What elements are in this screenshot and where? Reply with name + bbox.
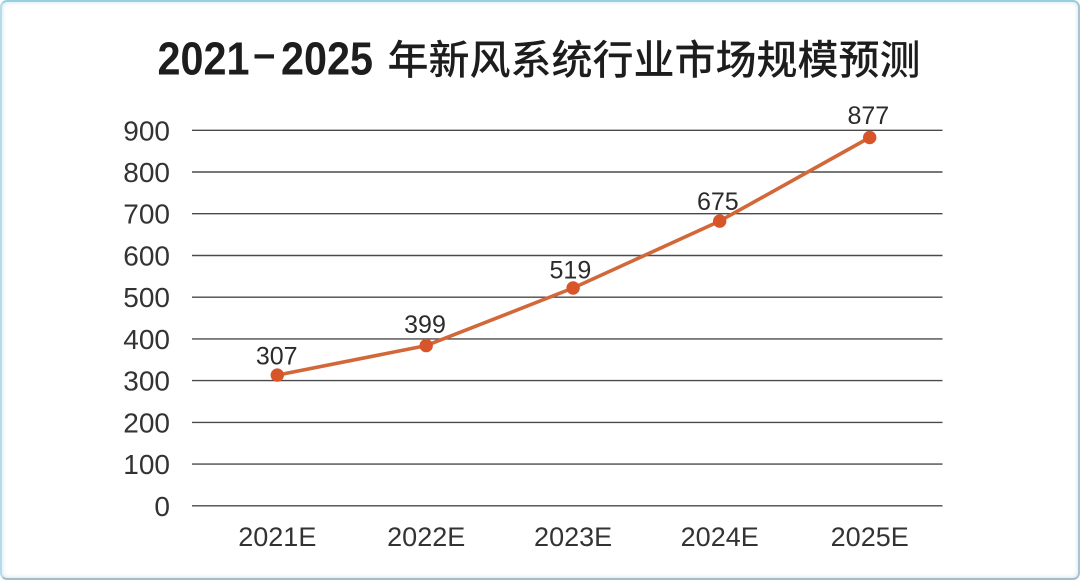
svg-text:2025: 2025 <box>281 32 373 84</box>
svg-text:2021E: 2021E <box>238 522 316 552</box>
svg-text:400: 400 <box>123 324 170 355</box>
svg-text:2024E: 2024E <box>681 522 759 552</box>
svg-text:500: 500 <box>123 282 170 313</box>
svg-text:0: 0 <box>154 491 170 522</box>
svg-text:600: 600 <box>123 241 170 272</box>
svg-text:2021: 2021 <box>158 32 250 84</box>
svg-text:800: 800 <box>123 157 170 188</box>
svg-text:675: 675 <box>697 188 739 216</box>
svg-text:700: 700 <box>123 199 170 230</box>
svg-text:307: 307 <box>256 343 298 371</box>
svg-text:300: 300 <box>123 366 170 397</box>
svg-text:877: 877 <box>847 102 889 130</box>
svg-text:200: 200 <box>123 407 170 438</box>
svg-text:100: 100 <box>123 449 170 480</box>
svg-text:2025E: 2025E <box>831 522 909 552</box>
svg-text:2022E: 2022E <box>387 522 465 552</box>
svg-text:399: 399 <box>404 311 446 339</box>
svg-text:900: 900 <box>123 115 170 146</box>
svg-text:519: 519 <box>550 256 592 284</box>
svg-text:2023E: 2023E <box>534 522 612 552</box>
